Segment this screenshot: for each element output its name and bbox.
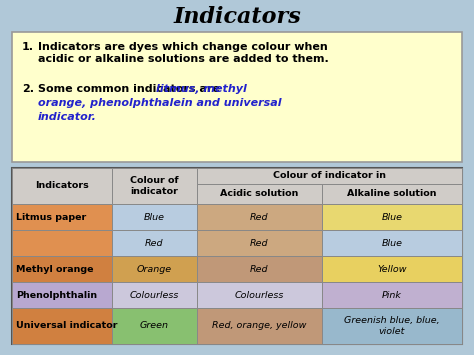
Bar: [197, 282, 322, 308]
Bar: [112, 308, 197, 344]
Text: Indicators: Indicators: [35, 181, 89, 191]
Bar: [197, 308, 322, 344]
Bar: [197, 230, 322, 256]
Text: Litmus paper: Litmus paper: [16, 213, 86, 222]
Text: Red: Red: [145, 239, 164, 247]
Bar: [322, 184, 462, 204]
Text: Colourless: Colourless: [235, 290, 284, 300]
Text: Red: Red: [250, 213, 269, 222]
Text: Indicators: Indicators: [173, 6, 301, 28]
Bar: [12, 204, 112, 230]
Text: Colourless: Colourless: [130, 290, 179, 300]
Bar: [112, 230, 197, 256]
Text: Phenolphthalin: Phenolphthalin: [16, 290, 97, 300]
Text: litmus, methyl: litmus, methyl: [156, 84, 247, 94]
Bar: [322, 256, 462, 282]
Text: orange, phenolphthalein and universal: orange, phenolphthalein and universal: [38, 98, 282, 108]
Bar: [112, 204, 197, 230]
Bar: [112, 168, 197, 204]
Text: Alkaline solution: Alkaline solution: [347, 190, 437, 198]
Bar: [12, 168, 462, 344]
Text: Blue: Blue: [144, 213, 165, 222]
Bar: [12, 282, 112, 308]
Text: 2.: 2.: [22, 84, 34, 94]
Bar: [12, 32, 462, 162]
Text: Yellow: Yellow: [377, 264, 407, 273]
Text: Indicators are dyes which change colour when
acidic or alkaline solutions are ad: Indicators are dyes which change colour …: [38, 42, 329, 64]
Bar: [197, 256, 322, 282]
Text: Orange: Orange: [137, 264, 172, 273]
Text: Methyl orange: Methyl orange: [16, 264, 93, 273]
Bar: [12, 230, 112, 256]
Text: Red, orange, yellow: Red, orange, yellow: [212, 322, 307, 331]
Bar: [12, 256, 112, 282]
Bar: [112, 256, 197, 282]
Bar: [197, 204, 322, 230]
Bar: [112, 282, 197, 308]
Bar: [322, 282, 462, 308]
Text: Colour of
indicator: Colour of indicator: [130, 176, 179, 196]
Text: Green: Green: [140, 322, 169, 331]
Bar: [12, 308, 112, 344]
Text: Red: Red: [250, 239, 269, 247]
Text: Colour of indicator in: Colour of indicator in: [273, 171, 386, 180]
Text: Greenish blue, blue,
violet: Greenish blue, blue, violet: [344, 316, 440, 336]
Text: Pink: Pink: [382, 290, 402, 300]
Text: Blue: Blue: [382, 239, 402, 247]
Bar: [197, 184, 322, 204]
Text: Acidic solution: Acidic solution: [220, 190, 299, 198]
Bar: [322, 308, 462, 344]
Text: Blue: Blue: [382, 213, 402, 222]
Bar: [322, 204, 462, 230]
Text: Red: Red: [250, 264, 269, 273]
Text: Some common indicators are: Some common indicators are: [38, 84, 224, 94]
Text: indicator.: indicator.: [38, 112, 97, 122]
Text: 1.: 1.: [22, 42, 34, 52]
Bar: [197, 168, 462, 184]
Bar: [12, 168, 112, 204]
Text: Universal indicator: Universal indicator: [16, 322, 118, 331]
Bar: [322, 230, 462, 256]
